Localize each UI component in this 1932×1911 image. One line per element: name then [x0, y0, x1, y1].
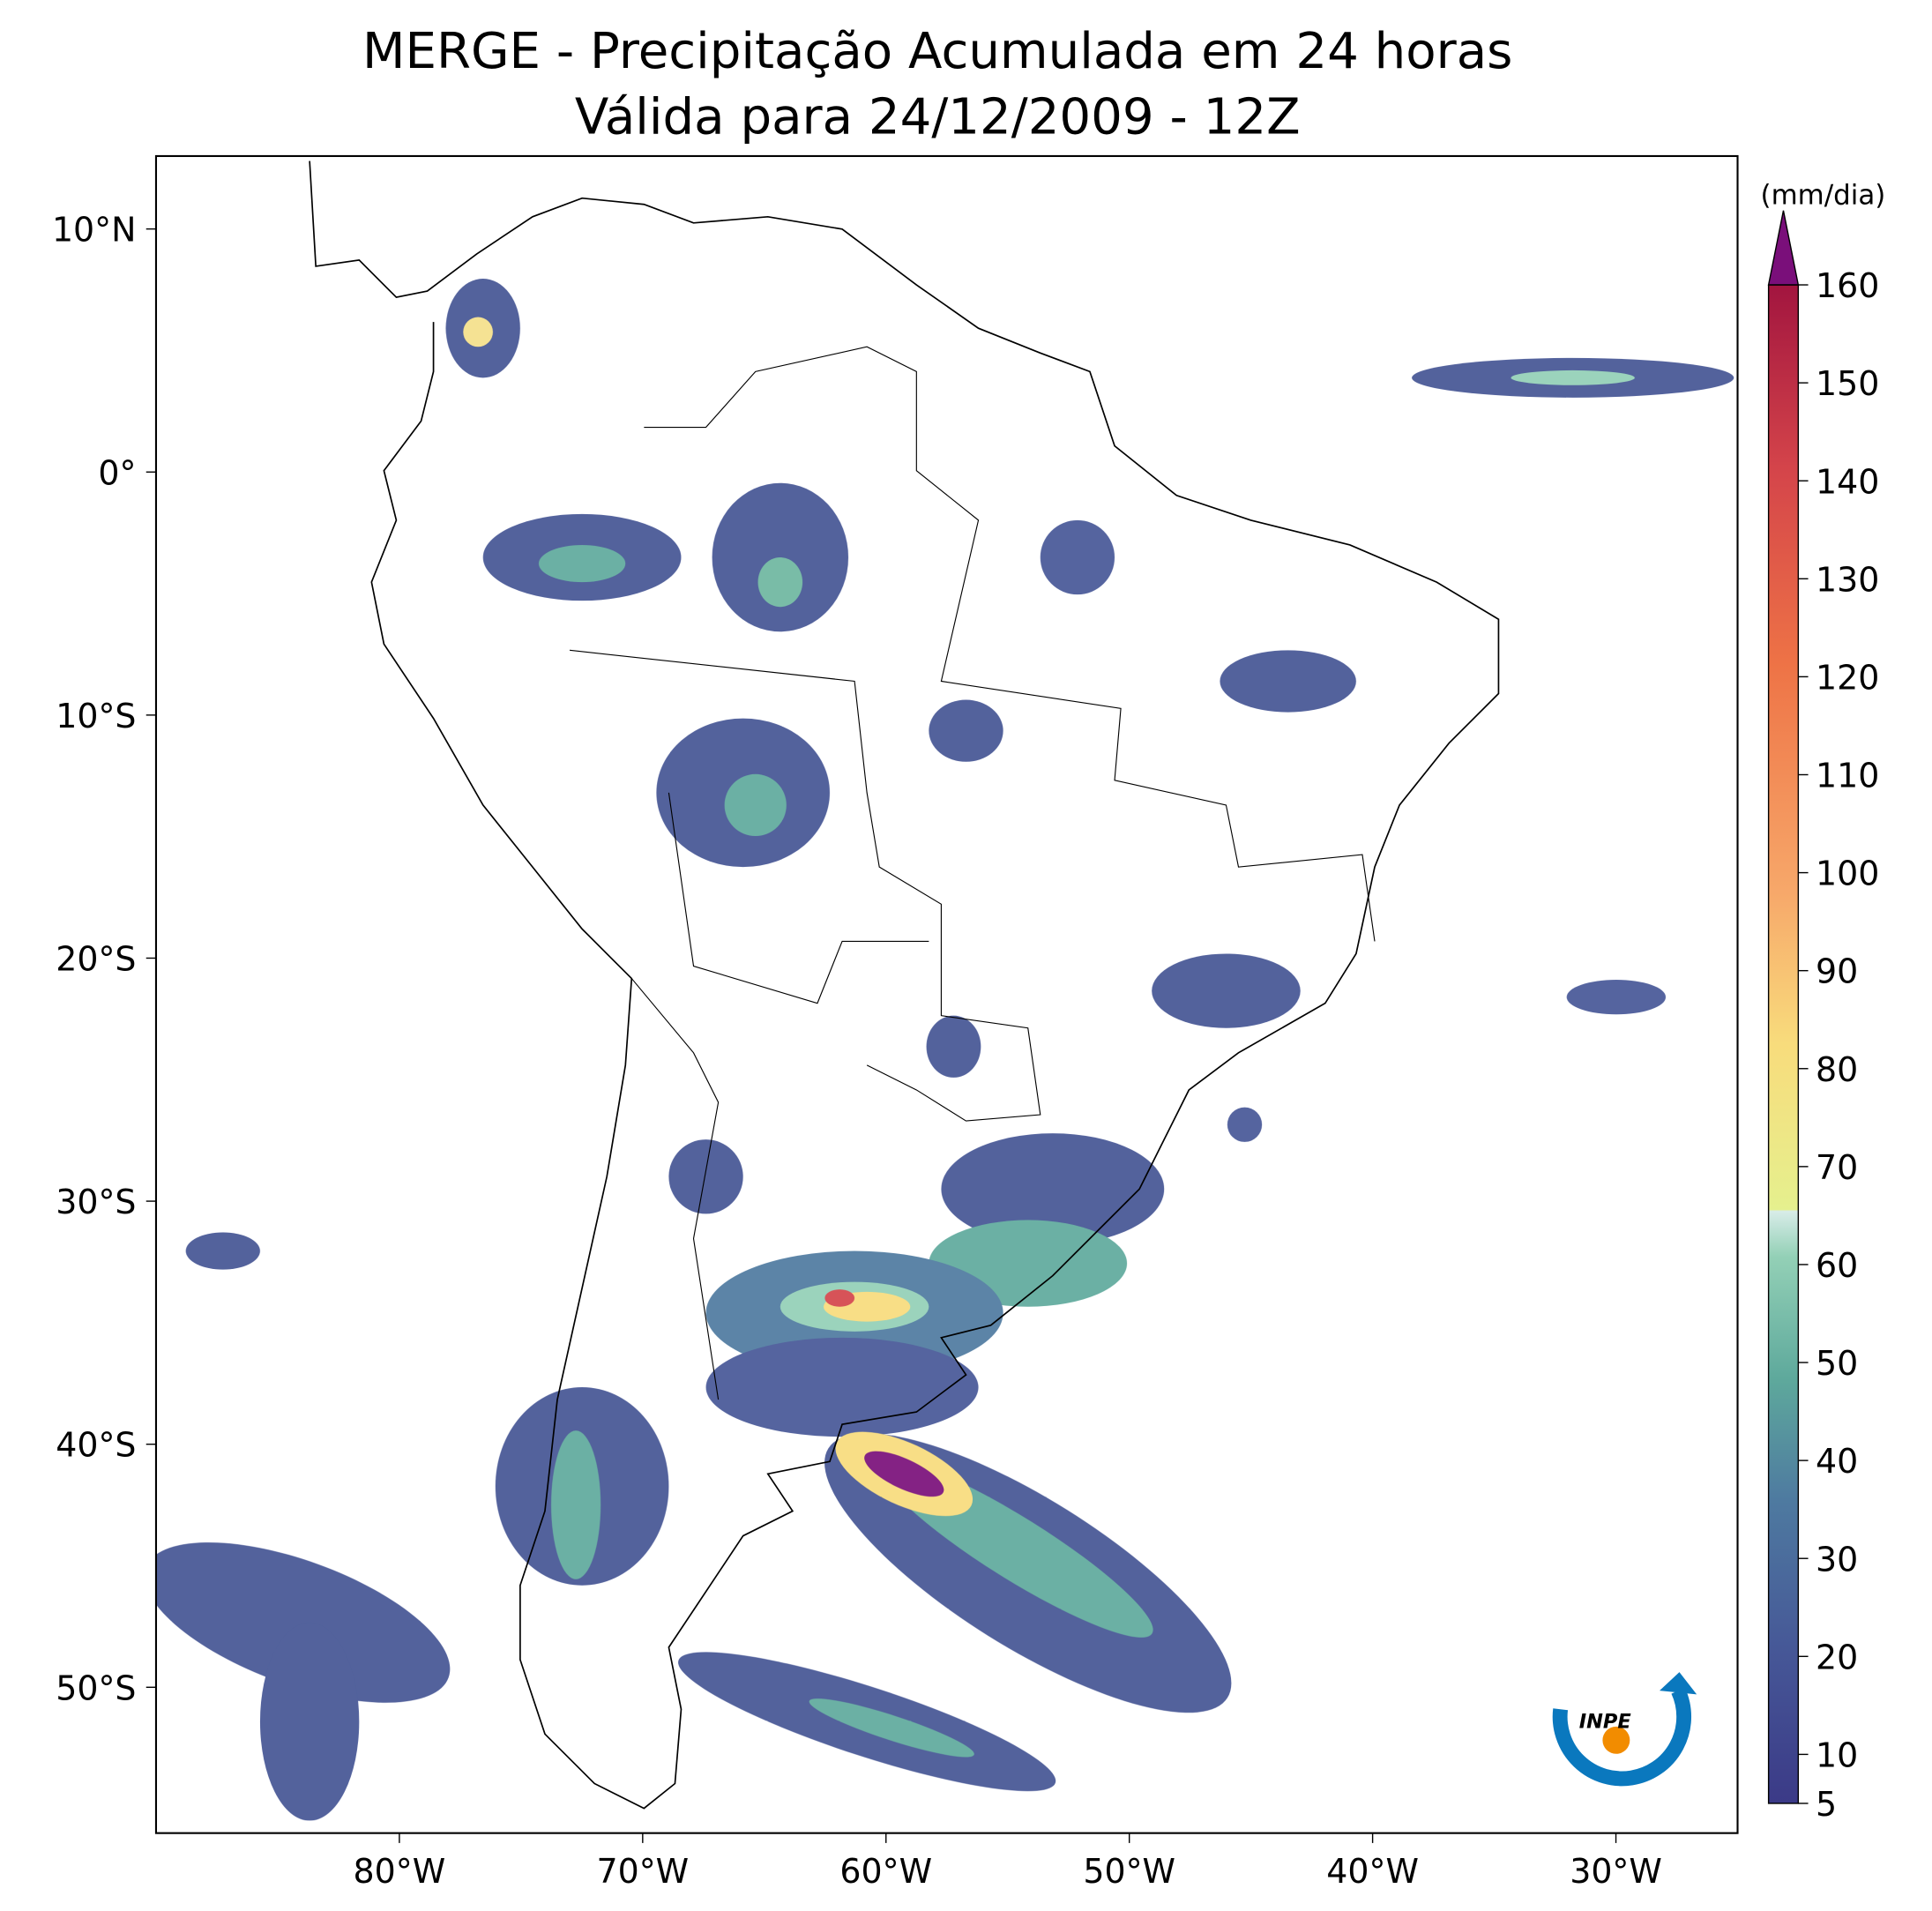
- colorbar-tick-label: 5: [1816, 1785, 1837, 1824]
- x-tick-label: 50°W: [1083, 1852, 1175, 1891]
- colorbar-tick-label: 140: [1816, 462, 1879, 501]
- precip-field: [155, 279, 1734, 1821]
- x-tick-label: 80°W: [354, 1852, 446, 1891]
- colorbar-tick-label: 120: [1816, 658, 1879, 697]
- y-tick-label: 10°S: [56, 697, 136, 735]
- colorbar-tick-label: 70: [1816, 1148, 1858, 1187]
- colorbar-tick-label: 160: [1816, 266, 1879, 305]
- colorbar-tick-label: 50: [1816, 1344, 1858, 1383]
- y-tick-label: 10°N: [52, 211, 137, 250]
- x-tick-label: 30°W: [1570, 1852, 1662, 1891]
- title-line: MERGE - Precipitação Acumulada em 24 hor…: [362, 23, 1512, 80]
- borders: [570, 346, 1376, 1400]
- map-frame: [154, 154, 1739, 1834]
- coastline: [309, 160, 1500, 1810]
- colorbar-tick-label: 150: [1816, 364, 1879, 403]
- colorbar-tick-label: 130: [1816, 560, 1879, 599]
- colorbar-fill: [1768, 285, 1799, 1803]
- y-tick-label: 20°S: [56, 940, 136, 979]
- x-tick-label: 40°W: [1326, 1852, 1419, 1891]
- colorbar-tick-label: 90: [1816, 952, 1858, 991]
- x-tick-label: 70°W: [596, 1852, 689, 1891]
- colorbar-tick-label: 80: [1816, 1050, 1858, 1089]
- colorbar-tick-label: 60: [1816, 1246, 1858, 1285]
- colorbar-tick-label: 30: [1816, 1540, 1858, 1579]
- colorbar-tick-label: 100: [1816, 855, 1879, 893]
- plot-group: MERGE - Precipitação Acumulada em 24 hor…: [52, 23, 1885, 1891]
- colorbar-extend: [1767, 210, 1800, 286]
- colorbar-tick-label: 10: [1816, 1736, 1858, 1774]
- map-area: [155, 160, 1734, 1821]
- y-tick-label: 0°: [98, 453, 136, 492]
- y-tick-label: 30°S: [56, 1183, 136, 1221]
- colorbar-frame: [1767, 284, 1800, 1804]
- x-tick-label: 60°W: [839, 1852, 932, 1891]
- colorbar-tick-label: 40: [1816, 1442, 1858, 1481]
- y-tick-label: 50°S: [56, 1668, 136, 1707]
- logo-text: INPE: [1579, 1710, 1632, 1733]
- colorbar-tick-label: 20: [1816, 1638, 1858, 1676]
- colorbar-tick-label: 110: [1816, 757, 1879, 795]
- y-tick-label: 40°S: [56, 1426, 136, 1465]
- logo: INPE: [1552, 1672, 1697, 1787]
- colorbar-label: (mm/dia): [1761, 180, 1886, 212]
- title-line: Válida para 24/12/2009 - 12Z: [575, 89, 1301, 146]
